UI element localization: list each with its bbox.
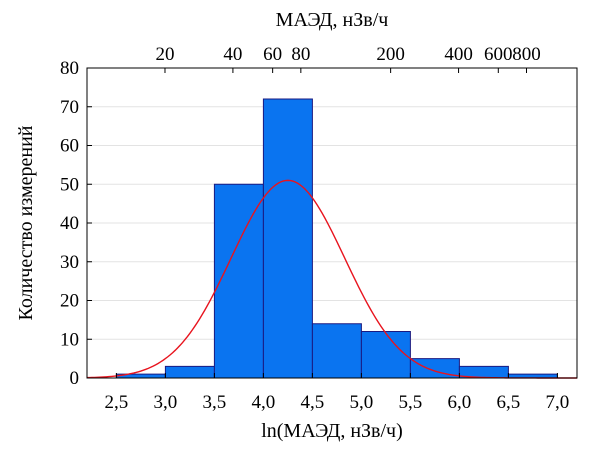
y-tick-label: 50 <box>60 174 79 195</box>
y-tick-label: 40 <box>60 213 79 234</box>
x-tick-label: 7,0 <box>546 392 570 413</box>
top-tick-label: 200 <box>376 44 405 65</box>
top-axis-ticks: 20 40 60 80 200 400 600 800 <box>155 44 541 73</box>
top-tick-label: 600 <box>484 44 513 65</box>
x-tick-label: 6,0 <box>448 392 472 413</box>
y-tick-label: 0 <box>70 368 80 389</box>
x-tick-label: 3,5 <box>203 392 227 413</box>
histogram-bar <box>213 183 264 379</box>
x-axis-title: ln(МАЭД, нЗв/ч) <box>261 420 403 442</box>
histogram-bar <box>164 365 215 379</box>
x-tick-label: 2,5 <box>105 392 129 413</box>
x-tick-label: 5,5 <box>399 392 423 413</box>
y-tick-label: 80 <box>60 58 79 79</box>
top-tick-label: 80 <box>291 44 310 65</box>
y-tick-label: 20 <box>60 291 79 312</box>
x-axis-ticks: 2,5 3,0 3,5 4,0 4,5 5,0 5,5 6,0 6,5 7,0 <box>105 373 570 413</box>
histogram-bar <box>262 98 313 379</box>
histogram-bars <box>115 98 558 379</box>
y-tick-label: 30 <box>60 252 79 273</box>
y-tick-label: 60 <box>60 136 79 157</box>
x-tick-label: 4,5 <box>301 392 325 413</box>
y-axis-title: Количество измерений <box>15 125 37 320</box>
top-tick-label: 800 <box>512 44 541 65</box>
x-tick-label: 6,5 <box>497 392 521 413</box>
histogram-bar <box>360 331 411 379</box>
x-tick-label: 5,0 <box>350 392 374 413</box>
y-tick-label: 10 <box>60 329 79 350</box>
top-axis-title: МАЭД, нЗв/ч <box>276 9 389 31</box>
x-tick-label: 4,0 <box>252 392 276 413</box>
top-tick-label: 400 <box>444 44 473 65</box>
top-tick-label: 20 <box>155 44 174 65</box>
y-tick-label: 70 <box>60 97 79 118</box>
top-tick-label: 40 <box>223 44 242 65</box>
x-tick-label: 3,0 <box>154 392 178 413</box>
y-axis-ticks: 0 10 20 30 40 50 60 70 80 <box>60 58 92 389</box>
histogram-bar <box>311 323 362 379</box>
top-tick-label: 60 <box>263 44 282 65</box>
grid-lines <box>87 106 577 340</box>
